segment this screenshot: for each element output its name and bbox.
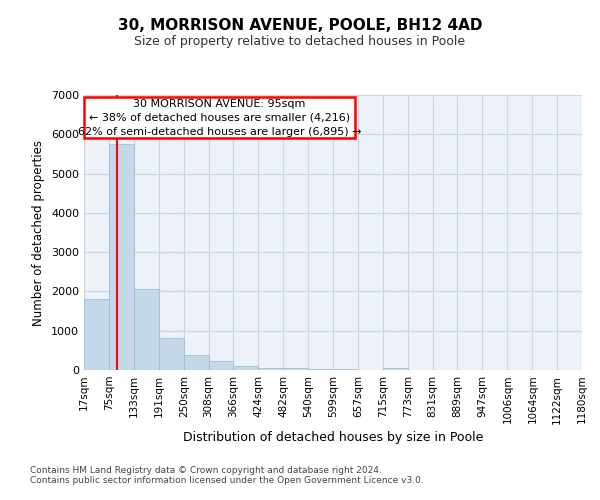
FancyBboxPatch shape	[84, 97, 355, 138]
Bar	[109, 144, 134, 370]
Bar	[308, 369, 333, 370]
Text: Contains HM Land Registry data © Crown copyright and database right 2024.
Contai: Contains HM Land Registry data © Crown c…	[30, 466, 424, 485]
Bar	[158, 338, 184, 370]
Text: Size of property relative to detached houses in Poole: Size of property relative to detached ho…	[134, 35, 466, 48]
Bar	[184, 356, 209, 370]
X-axis label: Distribution of detached houses by size in Poole: Distribution of detached houses by size …	[183, 430, 483, 444]
Y-axis label: Number of detached properties: Number of detached properties	[32, 140, 46, 326]
Text: 30 MORRISON AVENUE: 95sqm
← 38% of detached houses are smaller (4,216)
62% of se: 30 MORRISON AVENUE: 95sqm ← 38% of detac…	[78, 98, 361, 136]
Bar	[258, 368, 283, 370]
Bar	[209, 361, 233, 370]
Bar	[383, 368, 408, 370]
Bar	[84, 300, 109, 370]
Text: 30, MORRISON AVENUE, POOLE, BH12 4AD: 30, MORRISON AVENUE, POOLE, BH12 4AD	[118, 18, 482, 32]
Bar	[134, 290, 158, 370]
Bar	[283, 368, 308, 370]
Bar	[233, 366, 258, 370]
